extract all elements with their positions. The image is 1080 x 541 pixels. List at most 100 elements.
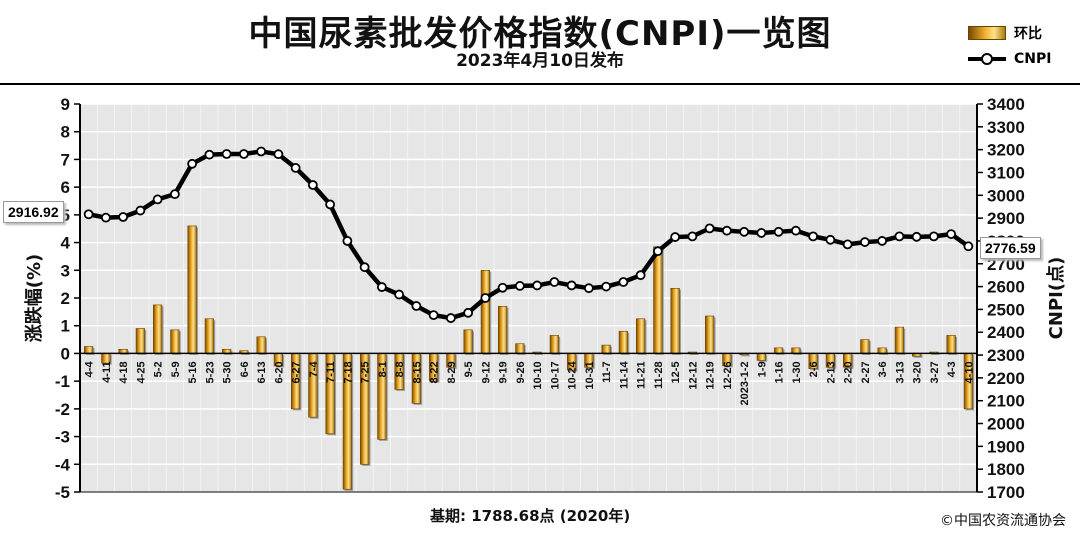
right-tick-label: 3000 <box>987 186 1025 205</box>
left-tick-label: 0 <box>61 344 70 363</box>
cnpi-point <box>618 277 629 287</box>
bar <box>480 269 490 354</box>
legend-line-swatch <box>968 52 1006 66</box>
x-tick-label: 3-6 <box>877 361 889 377</box>
cnpi-point <box>601 281 612 292</box>
cnpi-point <box>514 281 525 291</box>
right-tick-label: 2400 <box>987 323 1025 342</box>
cnpi-point <box>635 270 646 281</box>
x-tick-label: 8-29 <box>446 361 458 383</box>
footer-base-period: 基期: 1788.68点 (2020年) <box>430 507 631 525</box>
left-tick-label: -2 <box>55 400 70 419</box>
cnpi-point <box>135 205 146 216</box>
bar <box>204 318 214 354</box>
x-tick-label: 9-5 <box>463 361 475 377</box>
left-tick-label: 7 <box>61 150 70 169</box>
x-tick-label: 4-4 <box>84 361 96 378</box>
cnpi-point <box>307 180 318 190</box>
bar <box>636 318 646 354</box>
cnpi-point <box>825 234 836 245</box>
bar <box>791 347 801 354</box>
x-tick-label: 10-24 <box>567 361 579 390</box>
cnpi-point <box>894 231 905 242</box>
legend-line-label: CNPI <box>1014 51 1052 67</box>
x-tick-label: 8-15 <box>411 361 423 383</box>
x-tick-label: 11-7 <box>601 361 613 382</box>
x-tick-label: 10-31 <box>584 361 596 389</box>
legend-item-line: CNPI <box>968 46 1076 72</box>
bar <box>515 343 525 354</box>
right-tick-label: 3400 <box>987 95 1025 114</box>
right-tick-label: 1800 <box>987 460 1025 479</box>
cnpi-point <box>169 189 180 200</box>
x-tick-label: 7-11 <box>325 361 337 382</box>
x-tick-label: 7-25 <box>360 361 372 383</box>
bar <box>256 336 266 354</box>
x-tick-label: 8-1 <box>377 361 389 377</box>
x-tick-label: 5-16 <box>187 361 199 383</box>
right-tick-label: 1700 <box>987 483 1025 502</box>
cnpi-point <box>152 194 163 205</box>
cnpi-point <box>238 149 249 159</box>
x-tick-label: 9-19 <box>498 361 510 383</box>
cnpi-point <box>583 283 594 294</box>
x-tick-label: 1-16 <box>774 361 786 383</box>
cnpi-point <box>83 209 94 220</box>
cnpi-point <box>118 212 129 222</box>
x-tick-label: 5-23 <box>204 361 216 383</box>
bar-shadow <box>931 353 940 355</box>
right-tick-label: 2700 <box>987 255 1025 274</box>
cnpi-point <box>376 282 387 292</box>
x-tick-label: 2023-1-2 <box>739 361 751 405</box>
cnpi-point <box>256 146 267 157</box>
bar <box>498 306 508 354</box>
x-tick-label: 7-18 <box>342 361 354 383</box>
right-tick-label: 2600 <box>987 278 1025 297</box>
x-tick-label: 6-20 <box>273 361 285 383</box>
right-tick-label: 2500 <box>987 300 1025 319</box>
bar <box>860 339 870 354</box>
cnpi-point <box>549 277 560 287</box>
cnpi-point <box>359 262 370 273</box>
cnpi-point <box>221 149 232 159</box>
x-tick-label: 8-8 <box>394 361 406 377</box>
cnpi-point <box>877 236 888 246</box>
x-tick-label: 8-22 <box>429 361 441 383</box>
left-tick-label: 6 <box>61 178 70 197</box>
cnpi-point <box>497 282 508 293</box>
bar <box>705 315 715 354</box>
right-tick-label: 3200 <box>987 141 1025 160</box>
x-tick-label: 5-30 <box>222 361 234 383</box>
cnpi-point <box>687 231 698 242</box>
cnpi-point <box>532 280 543 291</box>
cnpi-point <box>100 212 111 223</box>
right-tick-label: 3300 <box>987 118 1025 137</box>
cnpi-point <box>739 226 750 237</box>
bar-shadow <box>534 353 543 355</box>
left-tick-label: -5 <box>55 483 70 502</box>
x-tick-label: 10-17 <box>549 361 561 389</box>
cnpi-point <box>480 293 491 303</box>
callout-last-value: 2776.59 <box>980 237 1041 259</box>
bar <box>549 335 559 354</box>
right-axis-title: CNPI(点) <box>1045 257 1067 340</box>
left-tick-label: 8 <box>61 123 70 142</box>
bar <box>187 225 197 354</box>
cnpi-point <box>790 225 801 236</box>
x-tick-label: 4-18 <box>118 361 130 383</box>
bar <box>84 346 94 354</box>
cnpi-point <box>911 231 922 242</box>
x-tick-label: 10-10 <box>532 361 544 389</box>
cnpi-point <box>445 313 456 323</box>
x-tick-label: 6-27 <box>291 361 303 383</box>
right-tick-label: 3100 <box>987 163 1025 182</box>
x-tick-label: 9-26 <box>515 361 527 383</box>
x-tick-label: 11-21 <box>636 361 648 389</box>
bar <box>774 347 784 354</box>
left-tick-label: 1 <box>61 317 70 336</box>
bar <box>135 328 145 354</box>
cnpi-point <box>756 228 767 238</box>
left-tick-label: 4 <box>61 234 71 253</box>
